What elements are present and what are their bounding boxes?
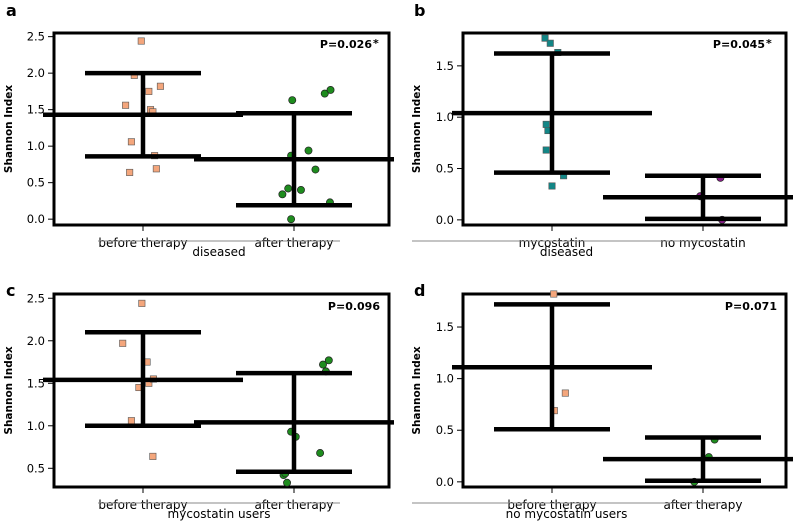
y-tick-label: 1.5 [27, 376, 45, 390]
data-point [546, 39, 554, 47]
data-point [137, 37, 145, 45]
panel-label: a [6, 1, 17, 20]
data-point [283, 478, 291, 487]
significance-star: * [373, 37, 379, 50]
data-point [287, 215, 296, 224]
data-point [324, 356, 333, 365]
x-category-label: no mycostatin [660, 236, 745, 250]
group-label: mycostatin users [168, 507, 271, 521]
data-point [542, 146, 550, 154]
group-label: no mycostatin users [506, 507, 628, 521]
data-point [326, 85, 335, 94]
panel-label: d [414, 281, 425, 300]
data-point [119, 339, 127, 347]
data-point [297, 186, 305, 194]
x-category-label: before therapy [507, 498, 596, 512]
x-category-label: before therapy [98, 236, 187, 250]
plot-frame [52, 292, 391, 489]
p-value-label: P=0.071 [725, 300, 777, 313]
x-category-label: before therapy [98, 498, 187, 512]
plot-frame [52, 31, 391, 227]
data-point [126, 168, 134, 176]
y-tick-label: 1.0 [27, 419, 45, 433]
y-tick-label: 1.0 [436, 110, 454, 124]
group-label: diseased [540, 245, 593, 259]
data-point [550, 290, 558, 298]
group-label: diseased [192, 245, 245, 259]
data-point [561, 389, 569, 397]
y-tick-label: 0.5 [27, 461, 45, 475]
data-point [548, 182, 556, 190]
panel-a: a 0.0 0.5 1.0 1.5 2.0 2.5 Shannon Index P=0.026 *… [3, 1, 394, 259]
panel-label: b [414, 1, 425, 20]
y-axis-label: Shannon Index [411, 85, 423, 173]
y-tick-label: 0.0 [436, 475, 454, 489]
p-value-label: P=0.026 [320, 38, 372, 51]
p-value-label: P=0.045 [713, 38, 765, 51]
data-point [316, 449, 325, 457]
plot-frame [461, 31, 788, 227]
panel-c: c 0.5 1.0 1.5 2.0 2.5 Shannon Index P=0.096 befo… [3, 281, 394, 521]
data-point [156, 82, 164, 90]
data-point [127, 138, 135, 146]
y-axis-label: Shannon Index [411, 346, 423, 434]
p-value-label: P=0.096 [328, 300, 380, 313]
x-category-label: mycostatin [519, 236, 586, 250]
data-point [319, 360, 327, 369]
panel-b: b 0.0 0.5 1.0 1.5 Shannon Index P=0.045 * mycost… [411, 1, 793, 259]
panel-d: d 0.0 0.5 1.0 1.5 Shannon Index P=0.071 before … [411, 281, 793, 521]
data-point [304, 146, 313, 155]
y-tick-label: 0.5 [436, 162, 454, 176]
y-tick-label: 1.5 [436, 320, 454, 334]
data-point [311, 165, 320, 174]
x-category-label: after therapy [664, 498, 743, 512]
data-point [320, 89, 329, 98]
data-point [145, 87, 153, 95]
data-point [542, 120, 550, 128]
y-tick-label: 1.0 [436, 372, 454, 386]
y-tick-label: 2.5 [27, 30, 45, 44]
data-point [152, 165, 160, 173]
y-tick-label: 2.5 [27, 291, 45, 305]
data-point [284, 184, 293, 193]
x-category-label: after therapy [255, 236, 334, 250]
significance-star: * [766, 37, 772, 50]
data-point [127, 417, 135, 425]
data-point [288, 96, 297, 105]
y-tick-label: 2.0 [27, 334, 45, 348]
y-tick-label: 0.5 [27, 176, 45, 190]
y-tick-label: 1.0 [27, 139, 45, 153]
data-point [541, 34, 549, 42]
data-point [149, 452, 157, 460]
y-tick-label: 2.0 [27, 66, 45, 80]
data-point [122, 101, 130, 109]
y-tick-label: 0.0 [27, 212, 45, 226]
panel-label: c [6, 281, 15, 300]
y-tick-label: 1.5 [436, 59, 454, 73]
y-tick-label: 1.5 [27, 103, 45, 117]
data-point [278, 190, 287, 199]
y-tick-label: 0.0 [436, 213, 454, 227]
y-tick-label: 0.5 [436, 423, 454, 437]
x-category-label: after therapy [255, 498, 334, 512]
y-axis-label: Shannon Index [3, 85, 15, 173]
data-point [138, 299, 146, 307]
plot-frame [461, 292, 788, 489]
y-axis-label: Shannon Index [3, 346, 15, 434]
